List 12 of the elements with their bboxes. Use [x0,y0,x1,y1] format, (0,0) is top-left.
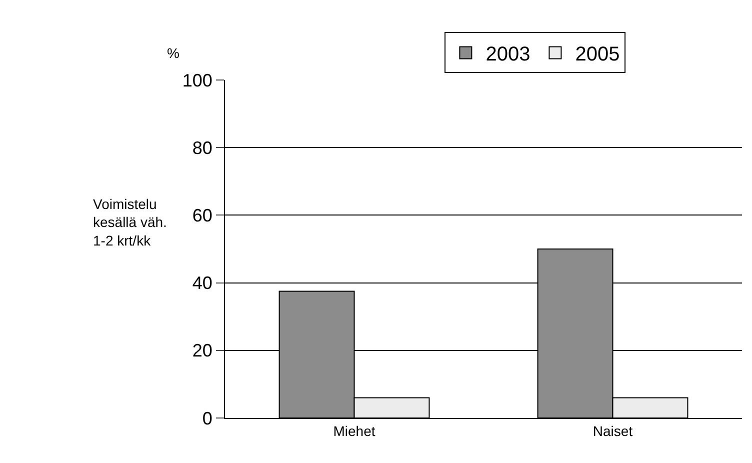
x-tick-label: Miehet [333,422,376,439]
y-tick-label: 60 [192,206,212,226]
y-tick-label: 0 [202,408,212,428]
legend-label: 2003 [486,44,530,66]
y-tick-label: 80 [192,138,212,158]
text: % [167,45,180,61]
y-axis-title: Voimistelu kesällä väh. 1-2 krt/kk [93,196,167,248]
y-tick-label: 100 [182,70,212,90]
y-tick-label: 40 [192,273,212,294]
y-tick-label: 20 [192,340,212,361]
legend-label: 2005 [575,44,620,66]
x-tick-label: Naiset [592,422,633,439]
